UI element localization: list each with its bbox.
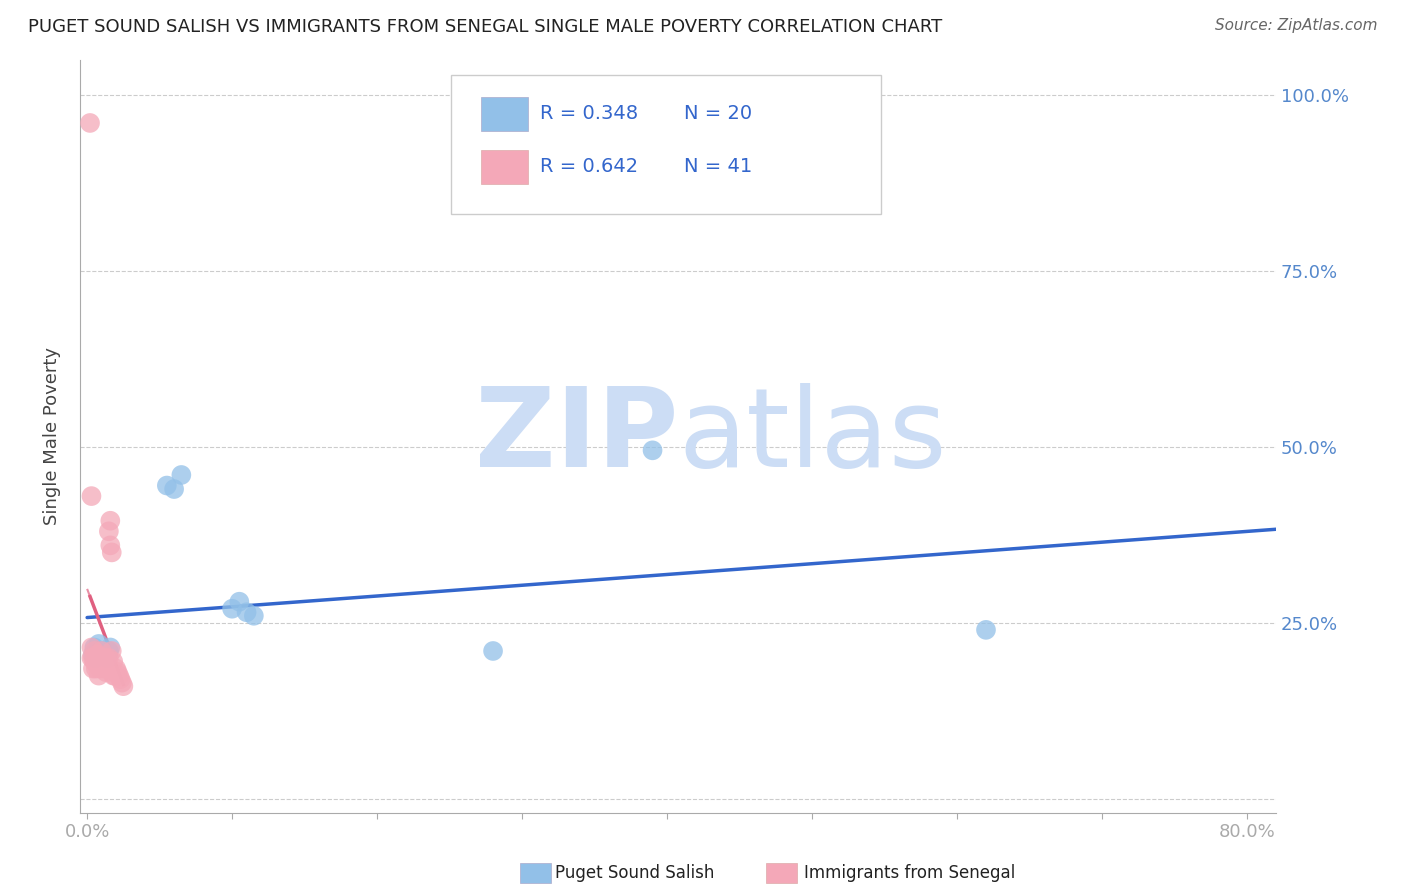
Text: Source: ZipAtlas.com: Source: ZipAtlas.com [1215, 18, 1378, 33]
Point [80, 651, 103, 665]
Point [235, 605, 257, 619]
Point [110, 672, 132, 686]
Point [86, 648, 108, 662]
Point [97, 644, 120, 658]
Point [84, 662, 107, 676]
Text: Immigrants from Senegal: Immigrants from Senegal [804, 864, 1015, 882]
Point [93, 662, 115, 676]
Point [156, 478, 179, 492]
Text: R = 0.348: R = 0.348 [540, 104, 638, 123]
Point [974, 623, 997, 637]
Text: R = 0.642: R = 0.642 [540, 157, 638, 176]
Point [90, 655, 112, 669]
Point [98, 514, 121, 528]
FancyBboxPatch shape [481, 97, 529, 131]
Point [93, 648, 115, 662]
Point [82, 651, 104, 665]
Point [96, 651, 118, 665]
Point [89, 651, 111, 665]
Point [163, 482, 186, 496]
Point [104, 668, 127, 682]
Point [93, 655, 115, 669]
Point [228, 595, 250, 609]
Point [86, 658, 108, 673]
Point [90, 644, 112, 658]
Point [83, 655, 105, 669]
Point [103, 655, 125, 669]
Point [90, 644, 112, 658]
Point [79, 116, 101, 130]
Point [98, 538, 121, 552]
Point [641, 443, 664, 458]
Point [98, 640, 121, 655]
Point [97, 524, 120, 539]
Point [91, 651, 114, 665]
Point [84, 651, 107, 665]
Point [107, 665, 129, 679]
Point [87, 637, 110, 651]
Point [94, 651, 117, 665]
FancyBboxPatch shape [481, 150, 529, 184]
Point [91, 658, 114, 673]
Point [82, 648, 104, 662]
Text: N = 41: N = 41 [683, 157, 752, 176]
Text: PUGET SOUND SALISH VS IMMIGRANTS FROM SENEGAL SINGLE MALE POVERTY CORRELATION CH: PUGET SOUND SALISH VS IMMIGRANTS FROM SE… [28, 18, 942, 36]
Point [83, 640, 105, 655]
Point [87, 668, 110, 682]
Point [112, 679, 135, 693]
Point [82, 662, 104, 676]
Y-axis label: Single Male Poverty: Single Male Poverty [44, 347, 60, 525]
Point [243, 608, 266, 623]
Point [80, 640, 103, 655]
Point [84, 651, 107, 665]
Point [80, 489, 103, 503]
Point [482, 644, 505, 658]
Point [100, 545, 122, 559]
Point [111, 675, 134, 690]
Text: Puget Sound Salish: Puget Sound Salish [555, 864, 714, 882]
Point [96, 655, 118, 669]
FancyBboxPatch shape [451, 75, 882, 214]
Point [170, 467, 193, 482]
Point [103, 668, 125, 682]
Point [105, 662, 128, 676]
Text: N = 20: N = 20 [683, 104, 752, 123]
Point [87, 655, 110, 669]
Point [100, 644, 122, 658]
Point [86, 644, 108, 658]
Text: ZIP: ZIP [475, 383, 678, 490]
Point [89, 662, 111, 676]
Point [108, 668, 131, 682]
Point [94, 665, 117, 679]
Point [97, 651, 120, 665]
Text: atlas: atlas [678, 383, 946, 490]
Point [96, 662, 118, 676]
Point [221, 601, 243, 615]
Point [83, 644, 105, 658]
